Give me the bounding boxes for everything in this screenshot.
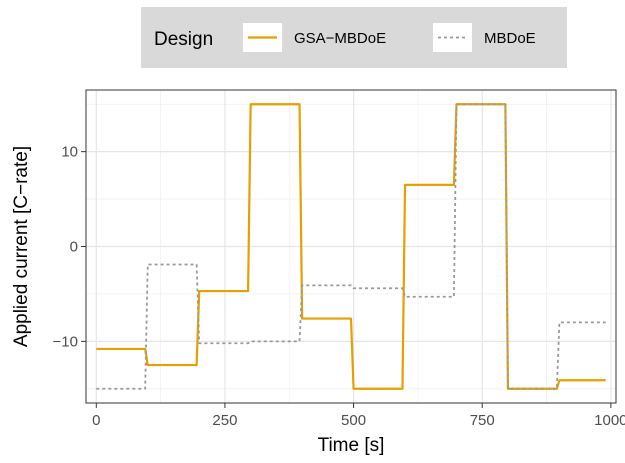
y-tick-label: 0 [70, 239, 78, 256]
x-tick-label: 1000 [594, 412, 625, 429]
legend-background [141, 7, 567, 68]
y-axis: −10 0 10 [53, 144, 86, 350]
x-axis: 0 250 500 750 1000 [92, 403, 625, 429]
y-tick-label: −10 [53, 333, 78, 350]
series-line-gsa-mbdoe [96, 103, 606, 390]
legend-label-mbdoe: MBDoE [484, 30, 536, 47]
legend-title: Design [154, 29, 213, 50]
x-tick-label: 500 [341, 412, 366, 429]
x-tick-label: 0 [92, 412, 100, 429]
y-axis-title: Applied current [C−rate] [11, 146, 32, 347]
legend-label-gsa: GSA−MBDoE [294, 30, 386, 47]
series-line-mbdoe [96, 103, 606, 390]
x-axis-title: Time [s] [318, 435, 385, 456]
legend: Design GSA−MBDoE MBDoE [141, 7, 567, 68]
grid [86, 90, 616, 403]
x-tick-label: 250 [212, 412, 237, 429]
plot-panel [85, 89, 617, 404]
series-layer [96, 103, 606, 390]
x-tick-label: 750 [470, 412, 495, 429]
y-tick-label: 10 [61, 144, 78, 161]
